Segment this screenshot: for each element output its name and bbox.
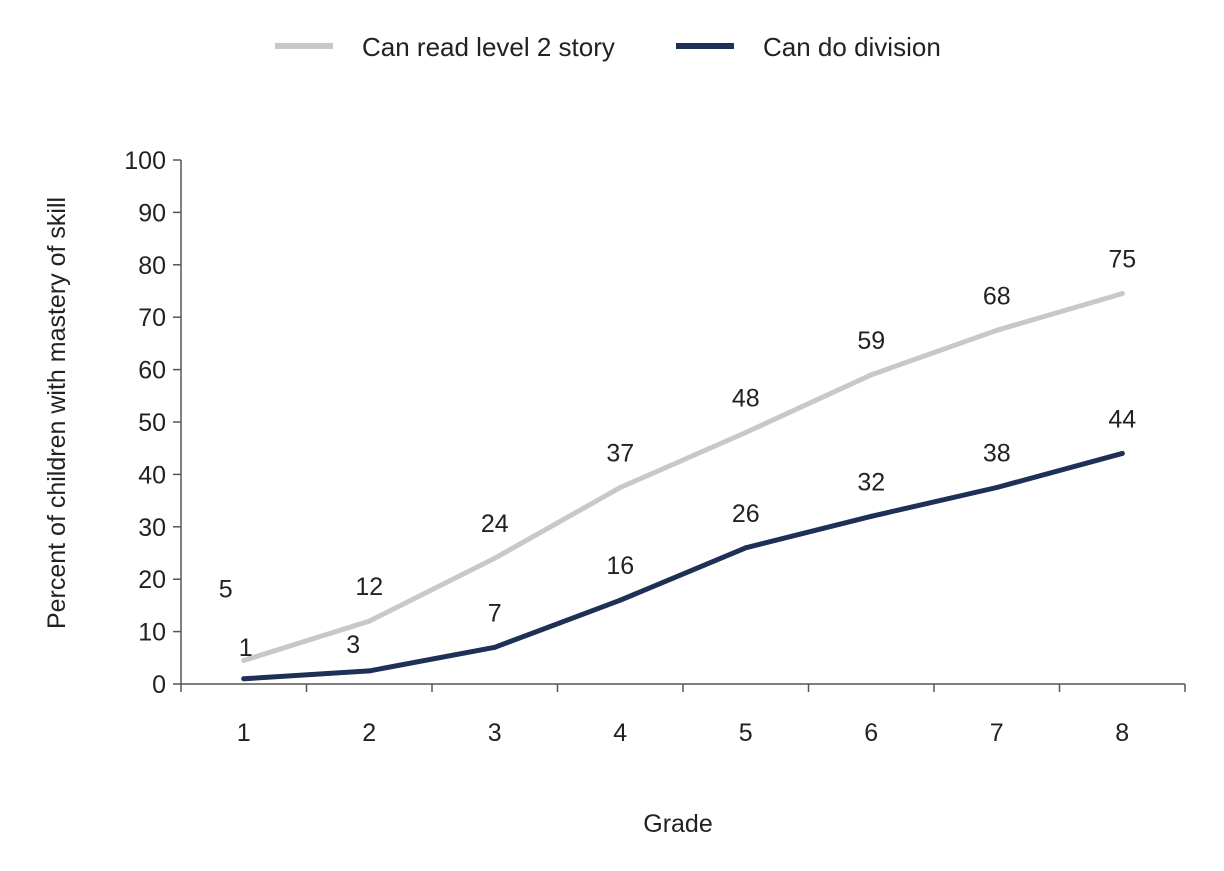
y-tick-label: 40 xyxy=(138,461,166,489)
y-tick-label: 20 xyxy=(138,566,166,594)
data-label-division: 3 xyxy=(346,631,360,659)
data-point-reading xyxy=(617,485,623,490)
y-tick-label: 0 xyxy=(152,671,166,699)
y-tick-label: 90 xyxy=(138,199,166,227)
data-label-division: 16 xyxy=(606,552,634,580)
x-tick-label: 6 xyxy=(864,719,878,747)
series-line-reading xyxy=(241,291,1125,663)
data-point-reading xyxy=(492,555,498,561)
data-point-reading xyxy=(868,372,874,378)
series-line-division xyxy=(241,450,1125,682)
data-label-division: 26 xyxy=(732,500,760,528)
data-point-division xyxy=(366,668,372,674)
y-axis-title: Percent of children with mastery of skil… xyxy=(43,197,71,629)
data-point-division xyxy=(492,644,498,650)
data-label-division: 1 xyxy=(239,634,253,662)
data-point-division xyxy=(994,485,1000,490)
data-point-reading xyxy=(366,618,372,624)
data-point-reading xyxy=(1119,291,1125,297)
data-label-division: 38 xyxy=(983,440,1011,468)
data-label-division: 7 xyxy=(488,599,502,627)
y-tick-label: 10 xyxy=(138,619,166,647)
y-tick-label: 50 xyxy=(138,409,166,437)
x-tick-label: 5 xyxy=(739,719,753,747)
x-tick-label: 2 xyxy=(362,719,376,747)
data-point-division xyxy=(868,513,874,519)
x-tick-label: 4 xyxy=(613,719,627,747)
data-label-reading: 68 xyxy=(983,282,1011,310)
data-label-division: 32 xyxy=(857,468,885,496)
y-tick-label: 80 xyxy=(138,252,166,280)
data-label-reading: 5 xyxy=(219,575,233,603)
data-label-reading: 24 xyxy=(481,510,509,538)
data-label-reading: 37 xyxy=(606,440,634,468)
data-point-division xyxy=(241,676,247,682)
data-label-reading: 12 xyxy=(355,573,383,601)
legend-label-division: Can do division xyxy=(763,32,941,62)
series-lines xyxy=(241,291,1125,682)
x-tick-label: 7 xyxy=(990,719,1004,747)
legend: Can read level 2 story Can do division xyxy=(275,32,941,62)
y-tick-label: 70 xyxy=(138,304,166,332)
legend-label-reading: Can read level 2 story xyxy=(362,32,615,62)
data-point-division xyxy=(743,545,749,551)
data-point-division xyxy=(1119,450,1125,456)
data-point-division xyxy=(617,597,623,603)
x-tick-label: 3 xyxy=(488,719,502,747)
data-label-reading: 48 xyxy=(732,384,760,412)
data-label-reading: 59 xyxy=(857,327,885,355)
x-tick-label: 8 xyxy=(1115,719,1129,747)
y-tick-label: 100 xyxy=(124,147,166,175)
data-point-reading xyxy=(241,657,247,663)
y-tick-label: 30 xyxy=(138,514,166,542)
data-point-reading xyxy=(743,429,749,435)
y-tick-label: 60 xyxy=(138,357,166,385)
x-tick-label: 1 xyxy=(237,719,251,747)
data-point-reading xyxy=(994,327,1000,333)
data-label-reading: 75 xyxy=(1108,246,1136,274)
x-axis-title: Grade xyxy=(643,810,712,838)
data-label-division: 44 xyxy=(1108,405,1136,433)
